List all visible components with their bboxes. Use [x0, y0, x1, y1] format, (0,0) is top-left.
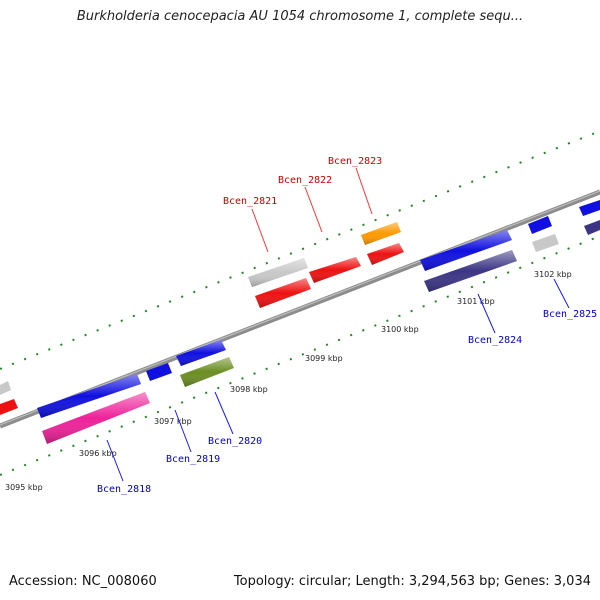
leader-line-2822: [304, 186, 323, 233]
gene-label-bcen-2824[interactable]: Bcen_2824: [468, 335, 522, 346]
gene-label-bcen-2825[interactable]: Bcen_2825: [543, 309, 597, 320]
gene-grey-2821-shade: [248, 258, 308, 287]
tick-labels: 3095 kbp 3096 kbp 3097 kbp 3098 kbp 3099…: [5, 270, 572, 492]
gene-red-2821-shade: [255, 278, 311, 308]
leader-line-2818: [106, 439, 124, 482]
tick-label-3097: 3097 kbp: [154, 417, 192, 426]
tick-label-3096: 3096 kbp: [79, 449, 117, 458]
leader-line-2820: [214, 391, 234, 435]
gene-blue-2825a[interactable]: [528, 216, 552, 234]
leader-line-2821: [251, 208, 269, 253]
inner-tick-ring: [0, 235, 600, 476]
gene-grey-left[interactable]: [0, 381, 11, 395]
gene-grey-2825[interactable]: [532, 234, 559, 252]
gene-orange-2823-shade: [361, 222, 401, 245]
gene-labels: Bcen_2818 Bcen_2819 Bcen_2820 Bcen_2821 …: [97, 156, 597, 495]
tick-label-3102: 3102 kbp: [534, 270, 572, 279]
leader-line-2823: [355, 167, 373, 215]
gene-blue-2818-shade: [37, 374, 141, 418]
map-title: Burkholderia cenocepacia AU 1054 chromos…: [76, 9, 524, 24]
gene-leader-lines: [106, 167, 570, 482]
gene-track-forward: [0, 200, 600, 418]
gene-label-bcen-2819[interactable]: Bcen_2819: [166, 454, 220, 465]
gene-label-bcen-2820[interactable]: Bcen_2820: [208, 436, 262, 447]
backbone-highlight: [0, 190, 600, 426]
tick-label-3095: 3095 kbp: [5, 483, 43, 492]
leader-line-2825: [553, 278, 570, 309]
gene-red-2823-shade: [367, 243, 404, 265]
leader-line-2819: [174, 409, 192, 453]
tick-label-3101: 3101 kbp: [457, 297, 495, 306]
accession-text: Accession: NC_008060: [9, 574, 157, 589]
gene-magenta-2818-shade: [42, 392, 150, 444]
gene-label-bcen-2818[interactable]: Bcen_2818: [97, 484, 151, 495]
tick-label-3098: 3098 kbp: [230, 385, 268, 394]
gene-blue-2824-shade: [420, 230, 512, 271]
gene-blue-2819[interactable]: [146, 363, 172, 381]
genome-summary-text: Topology: circular; Length: 3,294,563 bp…: [233, 574, 591, 589]
gene-blue-2825b[interactable]: [579, 200, 600, 216]
tick-label-3100: 3100 kbp: [381, 325, 419, 334]
gene-blue-2820-shade: [176, 340, 226, 366]
gene-navy-2824-shade: [424, 250, 517, 292]
gene-label-bcen-2822[interactable]: Bcen_2822: [278, 175, 332, 186]
gene-olive-2820-shade: [180, 357, 234, 387]
gene-label-bcen-2823[interactable]: Bcen_2823: [328, 156, 382, 167]
gene-track-reverse: [0, 220, 600, 444]
outer-tick-ring: [0, 130, 600, 370]
gene-navy-2825[interactable]: [584, 220, 600, 235]
gene-label-bcen-2821[interactable]: Bcen_2821: [223, 196, 277, 207]
gene-red-left[interactable]: [0, 399, 18, 415]
tick-label-3099: 3099 kbp: [305, 354, 343, 363]
gene-red-2822-shade: [309, 257, 361, 283]
leader-line-2824: [477, 293, 496, 334]
